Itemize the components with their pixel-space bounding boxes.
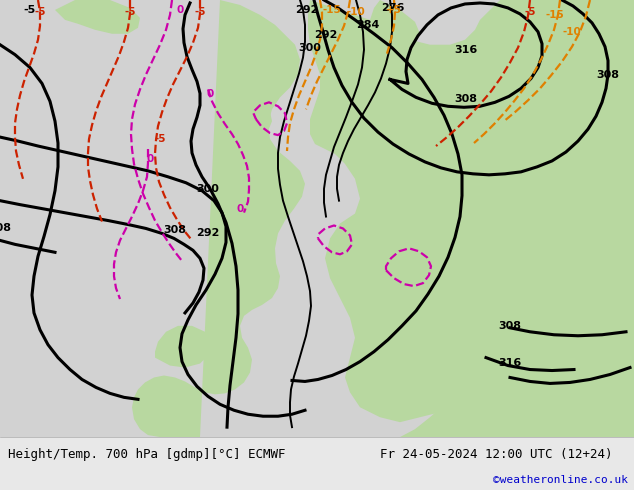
Text: 308: 308 bbox=[0, 223, 11, 233]
Polygon shape bbox=[250, 72, 282, 106]
Text: -5: -5 bbox=[524, 7, 536, 17]
Text: 276: 276 bbox=[381, 3, 404, 13]
Text: 292: 292 bbox=[314, 30, 338, 40]
Text: -5: -5 bbox=[154, 134, 165, 144]
Text: -5: -5 bbox=[194, 7, 206, 17]
Polygon shape bbox=[132, 0, 305, 437]
Text: 300: 300 bbox=[197, 184, 219, 194]
Text: -5: -5 bbox=[124, 7, 136, 17]
Text: 300: 300 bbox=[299, 43, 321, 53]
Text: 0: 0 bbox=[146, 154, 153, 164]
Text: ©weatheronline.co.uk: ©weatheronline.co.uk bbox=[493, 475, 628, 486]
Text: -10: -10 bbox=[562, 27, 581, 37]
Text: 308: 308 bbox=[164, 225, 186, 236]
Text: Height/Temp. 700 hPa [gdmp][°C] ECMWF: Height/Temp. 700 hPa [gdmp][°C] ECMWF bbox=[8, 447, 285, 461]
Polygon shape bbox=[308, 0, 634, 437]
Text: -5: -5 bbox=[34, 7, 46, 17]
Text: 316: 316 bbox=[455, 45, 477, 55]
Text: 292: 292 bbox=[295, 5, 319, 15]
Text: +5: +5 bbox=[386, 5, 402, 15]
Text: 308: 308 bbox=[498, 321, 522, 331]
Polygon shape bbox=[400, 377, 634, 437]
Polygon shape bbox=[370, 0, 420, 49]
Polygon shape bbox=[155, 326, 212, 368]
Text: -5: -5 bbox=[24, 5, 36, 15]
Text: 308: 308 bbox=[597, 70, 619, 79]
Text: 284: 284 bbox=[356, 20, 380, 30]
Text: 292: 292 bbox=[197, 228, 220, 239]
Text: 308: 308 bbox=[455, 95, 477, 104]
Polygon shape bbox=[233, 97, 254, 122]
Text: -15: -15 bbox=[546, 10, 564, 20]
Text: 316: 316 bbox=[498, 358, 522, 368]
Text: 0: 0 bbox=[236, 204, 243, 214]
Polygon shape bbox=[250, 107, 272, 134]
Text: 0: 0 bbox=[207, 89, 214, 99]
Text: -15: -15 bbox=[323, 5, 341, 15]
Text: -10: -10 bbox=[347, 7, 365, 17]
Text: Fr 24-05-2024 12:00 UTC (12+24): Fr 24-05-2024 12:00 UTC (12+24) bbox=[380, 447, 613, 461]
Text: 0: 0 bbox=[176, 5, 184, 15]
Polygon shape bbox=[55, 0, 140, 34]
